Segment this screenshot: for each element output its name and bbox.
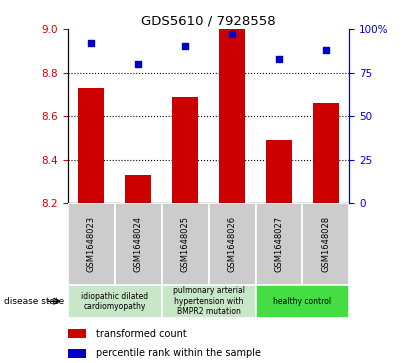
- Bar: [266, 140, 292, 203]
- Bar: [313, 103, 339, 203]
- Text: GSM1648025: GSM1648025: [180, 216, 189, 272]
- Text: GSM1648027: GSM1648027: [275, 216, 284, 272]
- Text: healthy control: healthy control: [273, 297, 332, 306]
- Bar: [79, 88, 104, 203]
- FancyBboxPatch shape: [256, 285, 349, 318]
- FancyBboxPatch shape: [256, 203, 302, 285]
- FancyBboxPatch shape: [162, 285, 256, 318]
- Bar: [219, 29, 245, 203]
- Text: idiopathic dilated
cardiomyopathy: idiopathic dilated cardiomyopathy: [81, 291, 148, 311]
- Text: GSM1648023: GSM1648023: [87, 216, 96, 272]
- Bar: [125, 175, 151, 203]
- Point: [88, 40, 95, 46]
- Point: [276, 56, 282, 62]
- Point: [135, 61, 141, 67]
- FancyBboxPatch shape: [162, 203, 209, 285]
- Point: [229, 31, 236, 37]
- Text: transformed count: transformed count: [96, 329, 187, 339]
- Text: GSM1648026: GSM1648026: [228, 216, 237, 272]
- Title: GDS5610 / 7928558: GDS5610 / 7928558: [141, 15, 276, 28]
- Bar: [172, 97, 198, 203]
- Text: percentile rank within the sample: percentile rank within the sample: [96, 348, 261, 359]
- Bar: [68, 349, 86, 358]
- Point: [182, 44, 188, 49]
- FancyBboxPatch shape: [115, 203, 162, 285]
- FancyBboxPatch shape: [302, 203, 349, 285]
- Text: GSM1648028: GSM1648028: [321, 216, 330, 272]
- FancyBboxPatch shape: [68, 285, 162, 318]
- Text: GSM1648024: GSM1648024: [134, 216, 143, 272]
- Point: [323, 47, 329, 53]
- Bar: [68, 330, 86, 338]
- FancyBboxPatch shape: [68, 203, 115, 285]
- Text: disease state: disease state: [4, 297, 65, 306]
- FancyBboxPatch shape: [209, 203, 256, 285]
- Text: pulmonary arterial
hypertension with
BMPR2 mutation: pulmonary arterial hypertension with BMP…: [173, 286, 245, 316]
